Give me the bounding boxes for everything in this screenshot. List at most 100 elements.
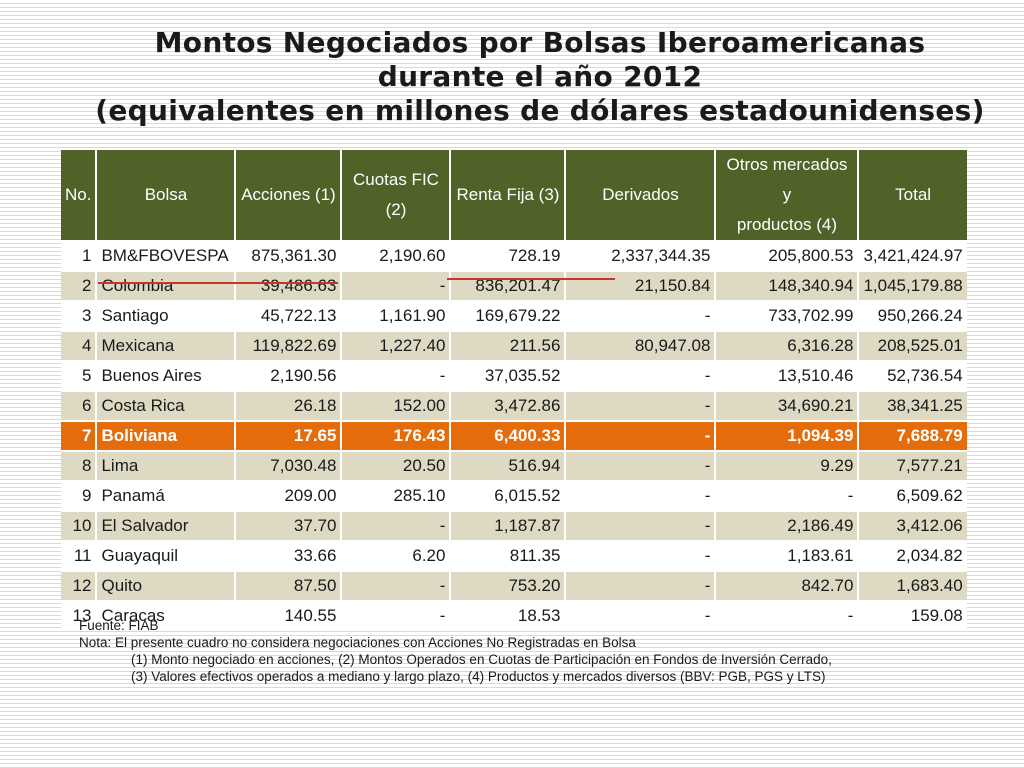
footnote-1: (1) Monto negociado en acciones, (2) Mon… (131, 652, 832, 667)
table-cell: 1,161.90 (342, 300, 452, 330)
table-cell: 140.55 (236, 600, 343, 630)
footnotes: Fuente: FIAB Nota: El presente cuadro no… (79, 617, 832, 685)
table-cell: 2,034.82 (859, 540, 967, 570)
table-cell: 39,486.63 (236, 270, 343, 300)
table-row: 10 El Salvador 37.70-1,187.87-2,186.49 3,41… (61, 510, 967, 540)
table-cell: 13 (61, 600, 98, 630)
table-cell: 169,679.22 (451, 300, 567, 330)
colombia-underline (98, 282, 338, 284)
table-cell: Lima (97, 450, 237, 480)
table-cell: - (566, 570, 717, 600)
table-cell: 9.29 (716, 450, 860, 480)
table-cell: 10 (61, 510, 98, 540)
table-cell: 1,683.40 (859, 570, 967, 600)
title-line-3: (equivalentes en millones de dólares est… (95, 94, 985, 127)
table-cell: 18.53 (451, 600, 567, 630)
table-cell: 3,421,424.97 (859, 240, 967, 270)
table-cell: 37.70 (236, 510, 343, 540)
table-cell: 3,412.06 (859, 510, 967, 540)
column-header: Total (859, 150, 967, 240)
title-line-1: Montos Negociados por Bolsas Iberoameric… (154, 26, 926, 59)
table-cell: 1,045,179.88 (859, 270, 967, 300)
table-header-row: No. Bolsa Acciones (1) Cuotas FIC (2) Renta … (61, 150, 967, 240)
table-cell: 13,510.46 (716, 360, 860, 390)
table-row: 13 Caracas 140.55-18.53- -159.08 (61, 600, 967, 630)
table-cell: - (566, 360, 717, 390)
table-cell: Costa Rica (97, 390, 237, 420)
table-cell: Caracas (97, 600, 237, 630)
title-line-2: durante el año 2012 (377, 60, 703, 93)
table-row: 11 Guayaquil 33.66 6.20 811.35-1,183.61 2,034… (61, 540, 967, 570)
table-row: 6 Costa Rica 26.18 152.00 3,472.86-34,690.21… (61, 390, 967, 420)
footnote-2: (3) Valores efectivos operados a mediano… (131, 669, 826, 684)
table-cell: 26.18 (236, 390, 343, 420)
table-cell: 733,702.99 (716, 300, 860, 330)
table-cell: 2,337,344.35 (566, 240, 717, 270)
table-cell: 2,190.56 (236, 360, 343, 390)
table-cell: 875,361.30 (236, 240, 343, 270)
table-cell: Buenos Aires (97, 360, 237, 390)
table-cell: Colombia (97, 270, 237, 300)
table-cell: 21,150.84 (566, 270, 717, 300)
table-cell: 12 (61, 570, 98, 600)
table-cell: 1,183.61 (716, 540, 860, 570)
table-cell: 2 (61, 270, 98, 300)
column-header: Acciones (1) (236, 150, 343, 240)
table-cell: Guayaquil (97, 540, 237, 570)
table-cell: 7,577.21 (859, 450, 967, 480)
table-row: 4 Mexicana 119,822.69 1,227.40 211.56 80,947.… (61, 330, 967, 360)
table-cell: 7,688.79 (859, 420, 967, 450)
table-cell: 33.66 (236, 540, 343, 570)
table-cell: 6,015.52 (451, 480, 567, 510)
page-title: Montos Negociados por Bolsas Iberoameric… (40, 26, 1024, 128)
table-cell: 285.10 (342, 480, 452, 510)
table-cell: 205,800.53 (716, 240, 860, 270)
table-cell: 842.70 (716, 570, 860, 600)
table-cell: - (566, 420, 717, 450)
table-cell: 1,227.40 (342, 330, 452, 360)
table-cell: 1,094.39 (716, 420, 860, 450)
table-cell: 7,030.48 (236, 450, 343, 480)
table-cell: 8 (61, 450, 98, 480)
table-cell: - (566, 480, 717, 510)
table-row: 8 Lima 7,030.48 20.50 516.94-9.29 7,577.21 (61, 450, 967, 480)
table-cell: 176.43 (342, 420, 452, 450)
table-cell: 87.50 (236, 570, 343, 600)
table-cell: 516.94 (451, 450, 567, 480)
table-cell: 209.00 (236, 480, 343, 510)
table-cell: - (566, 540, 717, 570)
table-cell: 811.35 (451, 540, 567, 570)
table-cell: 80,947.08 (566, 330, 717, 360)
table-row: 5 Buenos Aires 2,190.56-37,035.52-13,510.4… (61, 360, 967, 390)
table-cell: - (566, 450, 717, 480)
table-cell: 52,736.54 (859, 360, 967, 390)
table-cell: - (566, 300, 717, 330)
table-cell: Boliviana (97, 420, 237, 450)
table-cell: 1,187.87 (451, 510, 567, 540)
table-cell: Santiago (97, 300, 237, 330)
table-cell: 4 (61, 330, 98, 360)
table-cell: 3 (61, 300, 98, 330)
table-cell: 7 (61, 420, 98, 450)
table-cell: - (716, 480, 860, 510)
table-cell: - (342, 360, 452, 390)
table-cell: 17.65 (236, 420, 343, 450)
table-cell: 5 (61, 360, 98, 390)
table-cell: 148,340.94 (716, 270, 860, 300)
table-cell: BM&FBOVESPA (97, 240, 237, 270)
table-cell: 2,190.60 (342, 240, 452, 270)
table-row: 12 Quito 87.50-753.20-842.70 1,683.40 (61, 570, 967, 600)
table-row: 9 Panamá 209.00 285.10 6,015.52- -6,509.62 (61, 480, 967, 510)
colombia-underline-2 (447, 278, 615, 280)
table-cell: Mexicana (97, 330, 237, 360)
table-cell: 1 (61, 240, 98, 270)
table-cell: 159.08 (859, 600, 967, 630)
table-row: 7 Boliviana 17.65 176.43 6,400.33-1,094.39 7,… (61, 420, 967, 450)
table-cell: 20.50 (342, 450, 452, 480)
table-cell: 2,186.49 (716, 510, 860, 540)
table-cell: 34,690.21 (716, 390, 860, 420)
table-cell: 6.20 (342, 540, 452, 570)
table-cell: 152.00 (342, 390, 452, 420)
table-cell: Quito (97, 570, 237, 600)
table-cell: Panamá (97, 480, 237, 510)
